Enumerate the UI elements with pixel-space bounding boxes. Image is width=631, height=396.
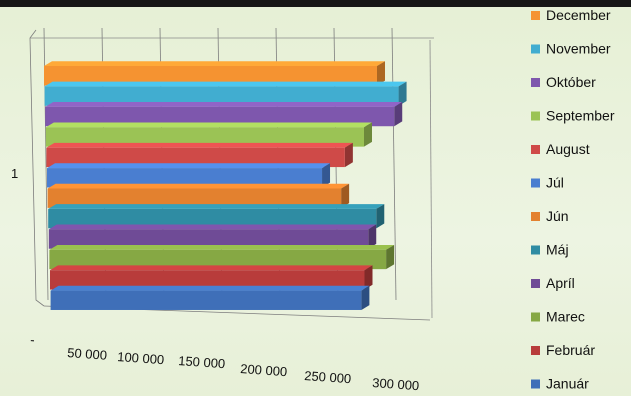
- bar-end-október: [394, 102, 403, 127]
- bar-top-január: [50, 285, 370, 291]
- bar-end-november: [398, 81, 407, 106]
- legend-swatch-január: [531, 379, 540, 389]
- bar-máj[interactable]: [48, 208, 377, 229]
- legend-swatch-september: [531, 111, 540, 121]
- bar-marec[interactable]: [49, 249, 387, 270]
- bar-december[interactable]: [44, 66, 377, 86]
- legend-swatch-august: [531, 145, 540, 154]
- legend-label-jún: Jún: [546, 208, 569, 224]
- legend-label-júl: Júl: [546, 175, 564, 191]
- bar-top-júl: [47, 163, 331, 169]
- gridline-6: [391, 27, 397, 301]
- legend-swatch-jún: [531, 212, 540, 221]
- bar-august[interactable]: [46, 147, 345, 168]
- bar-top-jún: [47, 183, 350, 189]
- bar-top-december: [44, 61, 385, 66]
- window-top-edge: [0, 0, 631, 7]
- bar-top-november: [44, 81, 407, 87]
- legend-swatch-október: [531, 78, 540, 87]
- bar-október[interactable]: [45, 106, 395, 127]
- legend-swatch-december: [531, 11, 540, 20]
- legend-swatch-apríl: [531, 279, 540, 288]
- bar-end-august: [344, 142, 353, 168]
- bar-top-február: [50, 265, 373, 271]
- bar-september[interactable]: [45, 127, 365, 147]
- bar-november[interactable]: [44, 86, 399, 106]
- legend-swatch-marec: [531, 312, 540, 322]
- legend-swatch-november: [531, 44, 540, 54]
- legend-label-december: December: [546, 7, 611, 23]
- bar-end-máj: [376, 204, 385, 229]
- legend-label-október: Október: [546, 74, 596, 90]
- x-tick-label-2: 100 000: [117, 349, 165, 367]
- bar-top-september: [45, 122, 373, 128]
- legend-label-február: Február: [546, 342, 595, 358]
- bar-end-september: [364, 122, 372, 147]
- bar-top-máj: [48, 204, 385, 209]
- legend-swatch-február: [531, 346, 540, 355]
- legend-label-apríl: Apríl: [546, 275, 575, 291]
- bar-end-december: [377, 61, 385, 86]
- legend-swatch-máj: [531, 245, 540, 255]
- bar-top-marec: [49, 244, 395, 250]
- left-wall: [29, 29, 45, 307]
- bar-end-marec: [386, 244, 395, 270]
- legend-label-máj: Máj: [546, 242, 569, 258]
- legend-label-september: September: [546, 108, 615, 124]
- x-tick-label-4: 200 000: [240, 361, 288, 379]
- bar-top-apríl: [48, 224, 377, 230]
- x-tick-label-3: 150 000: [178, 353, 226, 371]
- bar-január[interactable]: [50, 290, 362, 310]
- y-tick-label-0: 1: [11, 166, 18, 181]
- bar-február[interactable]: [50, 270, 365, 290]
- bar-apríl[interactable]: [48, 229, 369, 249]
- x-tick-label-5: 250 000: [304, 368, 352, 386]
- bar-end-apríl: [368, 224, 377, 249]
- bar-end-február: [364, 265, 373, 290]
- bar-top-október: [45, 102, 403, 107]
- x-tick-label-6: 300 000: [372, 375, 420, 393]
- bar-jún[interactable]: [47, 188, 342, 208]
- legend-label-november: November: [546, 41, 611, 57]
- legend-label-január: Január: [546, 376, 589, 392]
- bar-top-august: [46, 142, 353, 148]
- legend-label-marec: Marec: [546, 309, 585, 325]
- right-edge: [429, 39, 433, 319]
- x-tick-label-1: 50 000: [67, 345, 108, 363]
- bar-end-júl: [322, 163, 331, 188]
- legend-label-august: August: [546, 141, 590, 157]
- bar-end-jún: [341, 183, 350, 208]
- x-tick-label-0: -: [30, 332, 35, 347]
- bar-júl[interactable]: [47, 168, 323, 188]
- bar-end-január: [361, 285, 370, 310]
- legend-swatch-júl: [531, 178, 540, 188]
